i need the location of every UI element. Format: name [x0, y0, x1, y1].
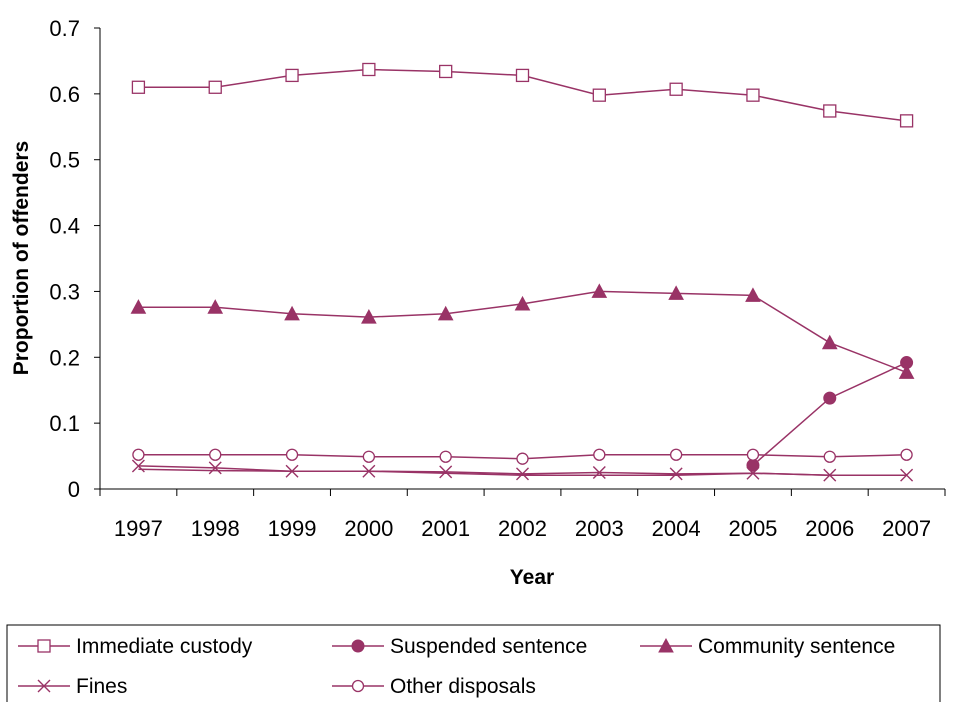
data-point-community-sentence	[437, 305, 454, 321]
data-point-other-disposals	[516, 452, 529, 465]
series-markers	[130, 62, 915, 482]
data-point-fines	[823, 468, 837, 482]
y-tick-label: 0.4	[49, 214, 80, 239]
axes: 0 0.1 0.2 0.3 0.4 0.5 0.6 0.7 1997 1998 1999 2000 20…	[49, 16, 946, 541]
data-point-fines	[285, 464, 299, 478]
y-tick-label: 0.5	[49, 148, 80, 173]
y-tick-label: 0.2	[49, 345, 80, 370]
x-tick-label: 1999	[268, 516, 317, 541]
data-point-community-sentence	[130, 299, 147, 314]
data-point-community-sentence	[207, 299, 224, 314]
data-point-community-sentence	[898, 364, 915, 379]
x-tick-label: 2004	[652, 516, 701, 541]
x-axis-title: Year	[510, 566, 554, 589]
data-point-immediate-custody	[823, 104, 837, 118]
data-point-community-sentence	[361, 309, 377, 324]
legend-label-immediate-custody: Immediate custody	[76, 635, 253, 658]
data-point-fines	[669, 467, 683, 481]
x-tick-label: 2003	[575, 516, 624, 541]
data-point-other-disposals	[900, 448, 913, 461]
data-point-immediate-custody	[208, 80, 222, 94]
legend-marker-immediate-custody	[37, 639, 51, 653]
legend-label-community-sentence: Community sentence	[698, 635, 895, 658]
data-point-community-sentence	[591, 283, 608, 298]
data-point-other-disposals	[593, 448, 606, 461]
y-tick-label: 0.3	[49, 279, 80, 304]
legend-label-fines: Fines	[76, 675, 127, 698]
data-point-other-disposals	[362, 450, 376, 463]
x-tick-label: 2001	[421, 516, 470, 541]
x-tick-label: 2002	[498, 516, 547, 541]
data-point-suspended-sentence	[823, 391, 837, 405]
data-point-fines	[516, 467, 529, 481]
data-point-immediate-custody	[362, 62, 376, 77]
legend-marker-fines	[37, 679, 51, 693]
data-point-other-disposals	[439, 450, 452, 463]
x-tick-label: 2000	[344, 516, 393, 541]
series-line-suspended-sentence	[752, 361, 907, 466]
data-point-immediate-custody	[285, 68, 299, 83]
legend-label-other-disposals: Other disposals	[390, 675, 536, 698]
data-point-fines	[900, 468, 914, 482]
data-point-immediate-custody	[131, 80, 146, 94]
y-tick-label: 0	[68, 477, 80, 502]
y-tick-label: 0.6	[49, 82, 80, 107]
data-point-other-disposals	[669, 448, 683, 461]
data-point-immediate-custody	[592, 88, 606, 102]
data-point-fines	[439, 465, 453, 479]
data-point-other-disposals	[209, 448, 222, 461]
data-point-fines	[592, 466, 606, 480]
data-point-other-disposals	[746, 448, 760, 461]
legend: Immediate custody Suspended sentence Commu…	[6, 624, 941, 702]
data-point-other-disposals	[132, 448, 145, 461]
x-tick-label: 1997	[114, 516, 163, 541]
x-tick-label: 1998	[191, 516, 240, 541]
data-point-fines	[746, 466, 760, 480]
x-tick-label: 2007	[882, 516, 931, 541]
x-tick-label: 2006	[805, 516, 854, 541]
data-point-immediate-custody	[439, 64, 453, 79]
legend-box	[6, 624, 941, 702]
y-axis-title: Proportion of offenders	[10, 141, 33, 376]
legend-marker-other-disposals	[351, 679, 365, 693]
data-point-other-disposals	[823, 450, 836, 463]
data-point-fines	[362, 464, 376, 478]
data-point-fines	[208, 461, 222, 475]
data-point-community-sentence	[821, 334, 838, 350]
y-tick-label: 0.1	[49, 411, 80, 436]
data-point-community-sentence	[284, 305, 300, 321]
data-point-other-disposals	[285, 448, 299, 461]
series-lines	[138, 68, 907, 476]
data-point-immediate-custody	[515, 68, 530, 83]
data-point-fines	[131, 459, 145, 473]
data-point-immediate-custody	[746, 88, 760, 102]
x-tick-label: 2005	[728, 516, 777, 541]
y-tick-label: 0.7	[49, 16, 80, 41]
legend-marker-suspended-sentence	[351, 639, 365, 653]
legend-marker-community-sentence	[658, 637, 674, 653]
data-point-immediate-custody	[669, 82, 683, 96]
data-point-community-sentence	[668, 285, 684, 300]
data-point-community-sentence	[514, 295, 531, 311]
data-point-community-sentence	[745, 287, 761, 302]
legend-label-suspended-sentence: Suspended sentence	[390, 635, 587, 658]
data-point-immediate-custody	[899, 114, 914, 128]
